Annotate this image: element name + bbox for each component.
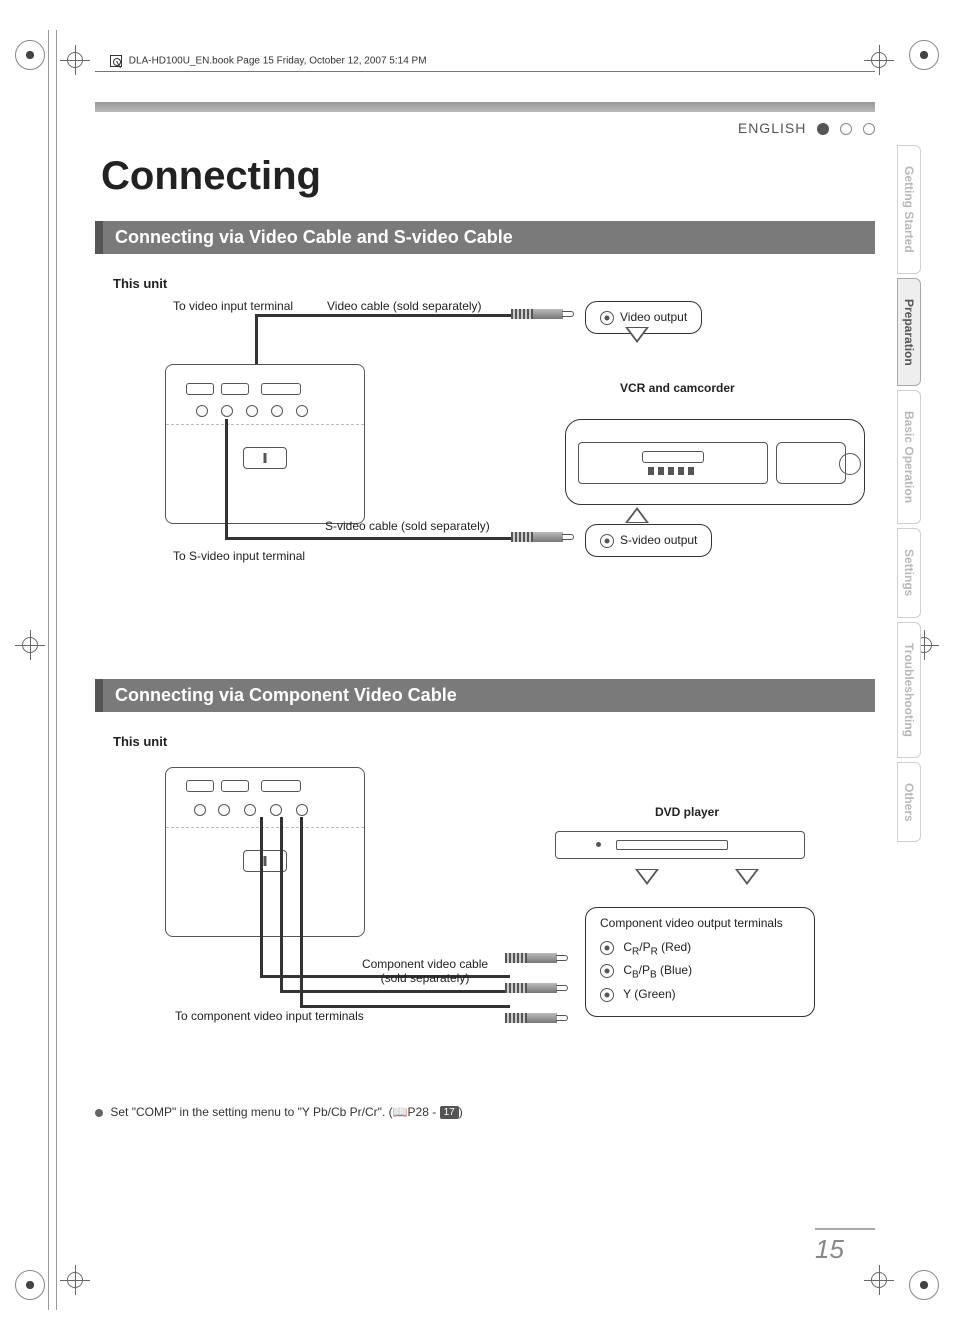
- cable-line: [260, 817, 263, 977]
- crop-cross-icon: [60, 1265, 90, 1295]
- red-label: Red: [665, 940, 687, 954]
- video-output-label: Video output: [620, 310, 687, 324]
- plug-icon: [511, 309, 574, 319]
- ref-badge: 17: [440, 1106, 459, 1119]
- tab-basic-operation[interactable]: Basic Operation: [897, 390, 921, 524]
- section-heading-2: Connecting via Component Video Cable: [95, 679, 875, 712]
- language-label: ENGLISH: [738, 120, 806, 136]
- cable-line: [255, 314, 535, 317]
- arrow-up-icon: [625, 507, 649, 523]
- connector-icon: [600, 988, 614, 1002]
- cable-line: [280, 817, 283, 992]
- component-cable-label: Component video cable (sold separately): [345, 957, 505, 985]
- arrow-down-icon: [625, 327, 649, 343]
- crop-cross-icon: [60, 45, 90, 75]
- crop-cross-icon: [864, 1265, 894, 1295]
- y-row: Y (Green): [600, 987, 800, 1002]
- page-content: DLA-HD100U_EN.book Page 15 Friday, Octob…: [95, 35, 875, 1265]
- framemaker-tag: DLA-HD100U_EN.book Page 15 Friday, Octob…: [110, 55, 875, 67]
- connector-icon: [600, 534, 614, 548]
- dvd-player-label: DVD player: [655, 805, 719, 819]
- vcr-cam-box: [565, 419, 865, 505]
- diagram-component: DVD player Component video cable (sold s…: [95, 757, 875, 1087]
- connector-icon: [600, 311, 614, 325]
- cable-line: [280, 990, 510, 993]
- reg-mark-icon: [15, 40, 45, 70]
- tab-preparation[interactable]: Preparation: [897, 278, 921, 387]
- arrow-down-icon: [635, 869, 659, 885]
- tab-others[interactable]: Others: [897, 762, 921, 843]
- blue-label: Blue: [664, 963, 688, 977]
- cr-pr-row: CR/PR (Red): [600, 940, 800, 957]
- side-tabs: Getting Started Preparation Basic Operat…: [897, 145, 925, 846]
- reg-mark-icon: [909, 1270, 939, 1300]
- plug-icon: [505, 953, 568, 963]
- trim-line: [56, 30, 57, 1310]
- crop-cross-icon: [15, 630, 45, 660]
- note-text: Set "COMP" in the setting menu to "Y Pb/…: [110, 1105, 439, 1119]
- y-label: Y: [623, 987, 631, 1001]
- reg-mark-icon: [15, 1270, 45, 1300]
- arrow-down-icon: [735, 869, 759, 885]
- plug-icon: [511, 532, 574, 542]
- to-svideo-label: To S-video input terminal: [173, 549, 305, 563]
- book-icon: [110, 55, 122, 67]
- component-out-terminals-label: Component video output terminals: [600, 916, 800, 930]
- note-close: ): [459, 1105, 463, 1119]
- dvd-player-icon: [555, 831, 805, 859]
- tab-settings[interactable]: Settings: [897, 528, 921, 617]
- cb-pb-row: CB/PB (Blue): [600, 963, 800, 980]
- trim-line: [48, 30, 49, 1310]
- tag-rule: [95, 71, 875, 72]
- cable-line: [300, 817, 303, 1007]
- green-label: Green: [638, 987, 671, 1001]
- svideo-cable-label: S-video cable (sold separately): [325, 519, 490, 533]
- video-cable-label: Video cable (sold separately): [327, 299, 482, 313]
- cable-line: [225, 419, 228, 540]
- comp-cable-line1: Component video cable: [362, 957, 488, 971]
- cable-line: [300, 1005, 510, 1008]
- this-unit-label-2: This unit: [113, 734, 875, 749]
- vcr-icon: [578, 442, 768, 484]
- bullet-icon: [95, 1109, 103, 1117]
- tab-troubleshooting[interactable]: Troubleshooting: [897, 622, 921, 758]
- diagram-video-svideo: To video input terminal Video cable (sol…: [95, 299, 875, 619]
- to-component-label: To component video input terminals: [175, 1009, 364, 1023]
- lang-dot-active-icon: [817, 123, 829, 135]
- svideo-output-label: S-video output: [620, 533, 697, 547]
- lang-dot-icon: [840, 123, 852, 135]
- to-video-label: To video input terminal: [173, 299, 293, 313]
- connector-icon: [600, 964, 614, 978]
- projector-unit-icon: [165, 364, 365, 524]
- tab-getting-started[interactable]: Getting Started: [897, 145, 921, 274]
- page-title: Connecting: [101, 154, 875, 199]
- header-gray-bar: [95, 102, 875, 112]
- booktag-text: DLA-HD100U_EN.book Page 15 Friday, Octob…: [129, 56, 427, 67]
- language-row: ENGLISH: [95, 120, 875, 136]
- plug-icon: [505, 1013, 568, 1023]
- page-number: 15: [815, 1228, 875, 1265]
- component-output-box: Component video output terminals CR/PR (…: [585, 907, 815, 1017]
- footnote: Set "COMP" in the setting menu to "Y Pb/…: [95, 1105, 875, 1119]
- comp-cable-line2: (sold separately): [381, 971, 470, 985]
- connector-icon: [600, 941, 614, 955]
- this-unit-label: This unit: [113, 276, 875, 291]
- camcorder-icon: [776, 442, 846, 484]
- cable-line: [225, 537, 535, 540]
- vcr-camcorder-label: VCR and camcorder: [620, 381, 735, 395]
- svideo-output-box: S-video output: [585, 524, 712, 557]
- lang-dot-icon: [863, 123, 875, 135]
- plug-icon: [505, 983, 568, 993]
- section-heading-1: Connecting via Video Cable and S-video C…: [95, 221, 875, 254]
- projector-unit-icon: [165, 767, 365, 937]
- reg-mark-icon: [909, 40, 939, 70]
